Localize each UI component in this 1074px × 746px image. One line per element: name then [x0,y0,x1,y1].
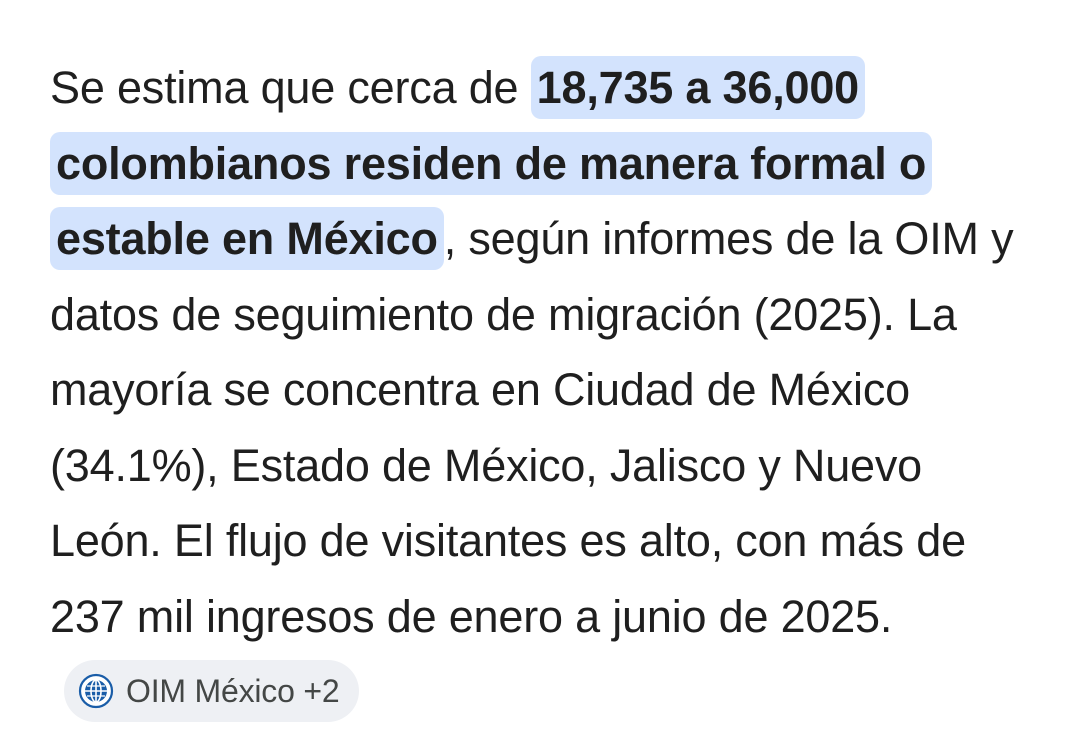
answer-rest: , según informes de la OIM y datos de se… [50,213,1014,642]
answer-paragraph: Se estima que cerca de 18,735 a 36,000 c… [50,50,1040,730]
source-chip[interactable]: OIM México +2 [64,660,360,723]
globe-icon [78,673,114,709]
answer-lead: Se estima que cerca de [50,62,531,113]
answer-text: Se estima que cerca de 18,735 a 36,000 c… [50,50,1040,730]
source-chip-label: OIM México +2 [126,673,340,710]
